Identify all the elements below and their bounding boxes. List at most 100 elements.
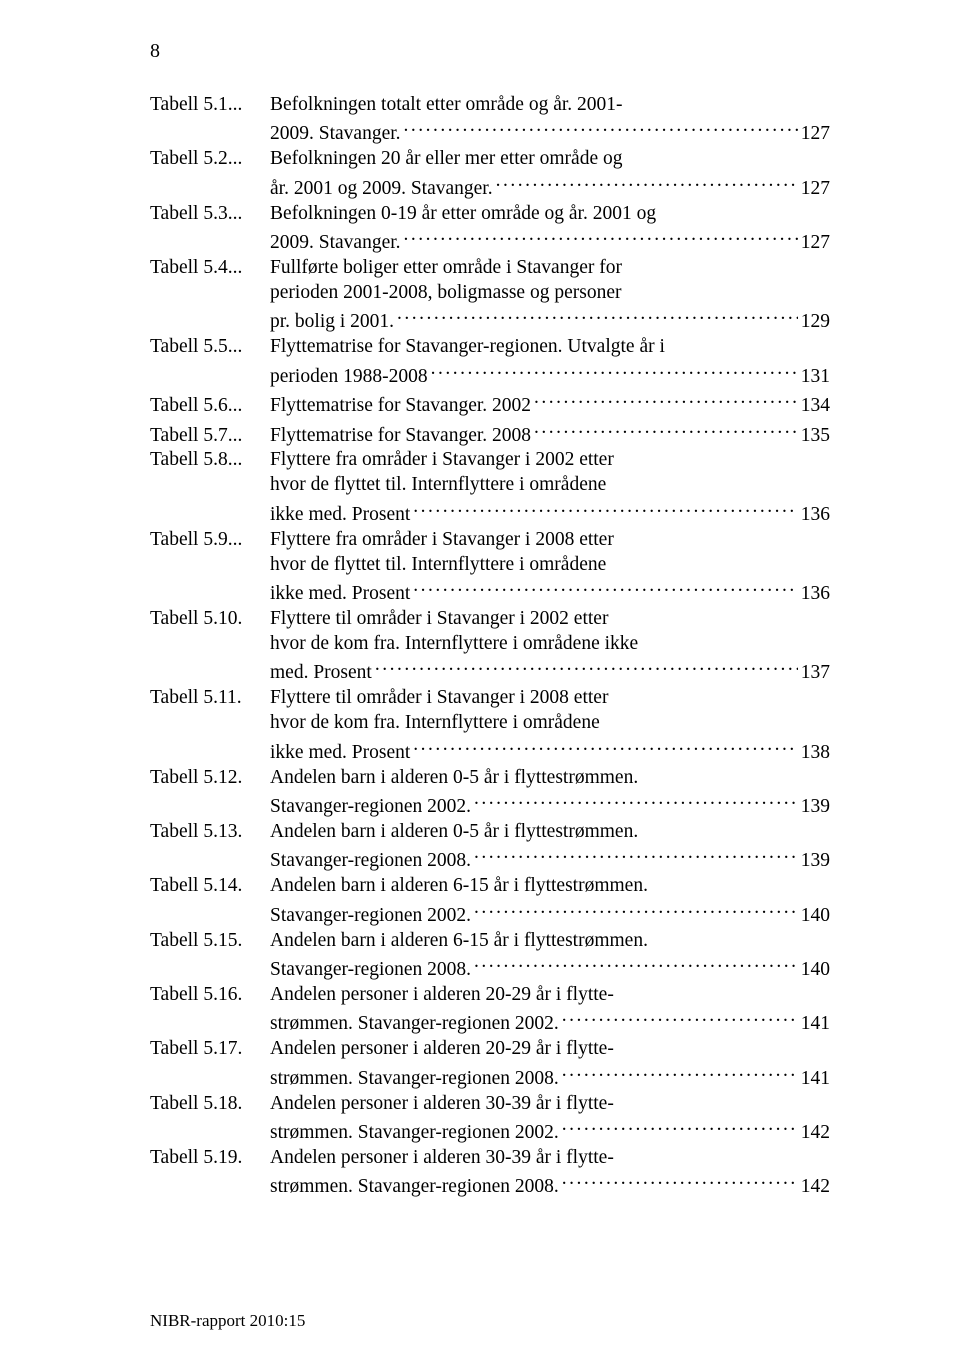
toc-description: Andelen barn i alderen 0-5 år i flyttest…	[270, 766, 830, 820]
toc-page: 142	[801, 1175, 830, 1200]
toc-text: Andelen barn i alderen 6-15 år i flyttes…	[270, 929, 830, 954]
toc-description: Andelen barn i alderen 6-15 år i flyttes…	[270, 874, 830, 928]
toc-entry-row: Tabell 5.4...Fullførte boliger etter omr…	[150, 256, 830, 335]
toc-entry: Tabell 5.7...Flyttematrise for Stavanger…	[150, 419, 830, 448]
leaders	[474, 899, 798, 920]
leaders	[397, 306, 798, 327]
toc-text: ikke med. Prosent	[270, 503, 410, 528]
toc-text: Andelen personer i alderen 30-39 år i fl…	[270, 1146, 830, 1171]
table-of-contents: Tabell 5.1...Befolkningen totalt etter o…	[150, 93, 830, 1200]
toc-description: Andelen barn i alderen 0-5 år i flyttest…	[270, 820, 830, 874]
toc-page: 127	[801, 122, 830, 147]
leaders	[413, 578, 797, 599]
leaders	[562, 1171, 798, 1192]
toc-entry: Tabell 5.17.Andelen personer i alderen 2…	[150, 1037, 830, 1091]
toc-entry-row: Tabell 5.11.Flyttere til områder i Stava…	[150, 686, 830, 765]
toc-entry: Tabell 5.14.Andelen barn i alderen 6-15 …	[150, 874, 830, 928]
leaders	[413, 736, 797, 757]
toc-entry: Tabell 5.18.Andelen personer i alderen 3…	[150, 1092, 830, 1146]
toc-text: Andelen barn i alderen 0-5 år i flyttest…	[270, 766, 830, 791]
toc-entry-row: Tabell 5.19.Andelen personer i alderen 3…	[150, 1146, 830, 1200]
toc-page: 131	[801, 365, 830, 390]
footer-text: NIBR-rapport 2010:15	[150, 1311, 305, 1331]
toc-entry: Tabell 5.2...Befolkningen 20 år eller me…	[150, 147, 830, 201]
toc-text: Andelen personer i alderen 30-39 år i fl…	[270, 1092, 830, 1117]
leaders	[562, 1117, 798, 1138]
toc-label: Tabell 5.16.	[150, 983, 270, 1008]
toc-description: Befolkningen 0-19 år etter område og år.…	[270, 202, 830, 256]
toc-text: ikke med. Prosent	[270, 741, 410, 766]
toc-entry-row: Tabell 5.6...Flyttematrise for Stavanger…	[150, 390, 830, 419]
leaders	[496, 172, 798, 193]
leaders	[413, 498, 797, 519]
toc-entry-row: Tabell 5.2...Befolkningen 20 år eller me…	[150, 147, 830, 201]
toc-label: Tabell 5.8...	[150, 448, 270, 473]
toc-label: Tabell 5.2...	[150, 147, 270, 172]
toc-text: 2009. Stavanger.	[270, 231, 401, 256]
toc-label: Tabell 5.7...	[150, 424, 270, 449]
toc-label: Tabell 5.11.	[150, 686, 270, 711]
toc-text: pr. bolig i 2001.	[270, 310, 394, 335]
toc-entry: Tabell 5.15.Andelen barn i alderen 6-15 …	[150, 929, 830, 983]
toc-entry: Tabell 5.8...Flyttere fra områder i Stav…	[150, 448, 830, 527]
toc-page: 127	[801, 177, 830, 202]
toc-text: Flyttere fra områder i Stavanger i 2008 …	[270, 528, 830, 553]
toc-text: 2009. Stavanger.	[270, 122, 401, 147]
toc-page: 141	[801, 1067, 830, 1092]
toc-text: Fullførte boliger etter område i Stavang…	[270, 256, 830, 281]
leaders	[474, 954, 798, 975]
toc-label: Tabell 5.9...	[150, 528, 270, 553]
toc-description: Fullførte boliger etter område i Stavang…	[270, 256, 830, 335]
toc-text: Stavanger-regionen 2008.	[270, 958, 471, 983]
toc-description: Andelen personer i alderen 20-29 år i fl…	[270, 983, 830, 1037]
toc-entry: Tabell 5.16.Andelen personer i alderen 2…	[150, 983, 830, 1037]
toc-label: Tabell 5.12.	[150, 766, 270, 791]
toc-text: Flyttematrise for Stavanger-regionen. Ut…	[270, 335, 830, 360]
leaders	[534, 419, 798, 440]
toc-label: Tabell 5.13.	[150, 820, 270, 845]
toc-text: strømmen. Stavanger-regionen 2002.	[270, 1121, 559, 1146]
toc-text: perioden 1988-2008	[270, 365, 428, 390]
toc-entry: Tabell 5.5...Flyttematrise for Stavanger…	[150, 335, 830, 389]
toc-description: Befolkningen 20 år eller mer etter områd…	[270, 147, 830, 201]
toc-page: 139	[801, 795, 830, 820]
toc-description: Andelen personer i alderen 30-39 år i fl…	[270, 1146, 830, 1200]
leaders	[474, 845, 798, 866]
toc-text: hvor de flyttet til. Internflyttere i om…	[270, 553, 830, 578]
toc-entry: Tabell 5.1...Befolkningen totalt etter o…	[150, 93, 830, 147]
toc-text: hvor de kom fra. Internflyttere i område…	[270, 711, 830, 736]
toc-entry: Tabell 5.13.Andelen barn i alderen 0-5 å…	[150, 820, 830, 874]
toc-description: Flyttematrise for Stavanger-regionen. Ut…	[270, 335, 830, 389]
toc-page: 139	[801, 849, 830, 874]
toc-label: Tabell 5.15.	[150, 929, 270, 954]
leaders	[431, 360, 798, 381]
toc-page: 140	[801, 904, 830, 929]
toc-text: Andelen barn i alderen 6-15 år i flyttes…	[270, 874, 830, 899]
toc-text: strømmen. Stavanger-regionen 2008.	[270, 1175, 559, 1200]
toc-page: 134	[801, 394, 830, 419]
toc-page: 136	[801, 503, 830, 528]
toc-entry-row: Tabell 5.15.Andelen barn i alderen 6-15 …	[150, 929, 830, 983]
toc-entry-row: Tabell 5.7...Flyttematrise for Stavanger…	[150, 419, 830, 448]
toc-description: Flyttematrise for Stavanger. 2002134	[270, 390, 830, 419]
leaders	[562, 1008, 798, 1029]
toc-label: Tabell 5.19.	[150, 1146, 270, 1171]
toc-page: 127	[801, 231, 830, 256]
toc-text: Stavanger-regionen 2008.	[270, 849, 471, 874]
toc-text: Andelen personer i alderen 20-29 år i fl…	[270, 1037, 830, 1062]
toc-text: hvor de kom fra. Internflyttere i område…	[270, 632, 830, 657]
toc-entry: Tabell 5.3...Befolkningen 0-19 år etter …	[150, 202, 830, 256]
toc-entry-row: Tabell 5.17.Andelen personer i alderen 2…	[150, 1037, 830, 1091]
toc-text: Stavanger-regionen 2002.	[270, 904, 471, 929]
toc-page: 136	[801, 582, 830, 607]
toc-text: strømmen. Stavanger-regionen 2002.	[270, 1012, 559, 1037]
toc-entry-row: Tabell 5.12.Andelen barn i alderen 0-5 å…	[150, 766, 830, 820]
toc-entry: Tabell 5.6...Flyttematrise for Stavanger…	[150, 390, 830, 419]
toc-description: Andelen personer i alderen 20-29 år i fl…	[270, 1037, 830, 1091]
toc-entry-row: Tabell 5.18.Andelen personer i alderen 3…	[150, 1092, 830, 1146]
toc-entry-row: Tabell 5.10.Flyttere til områder i Stava…	[150, 607, 830, 686]
toc-entry: Tabell 5.9...Flyttere fra områder i Stav…	[150, 528, 830, 607]
toc-page: 135	[801, 424, 830, 449]
toc-text: Andelen personer i alderen 20-29 år i fl…	[270, 983, 830, 1008]
toc-text: strømmen. Stavanger-regionen 2008.	[270, 1067, 559, 1092]
